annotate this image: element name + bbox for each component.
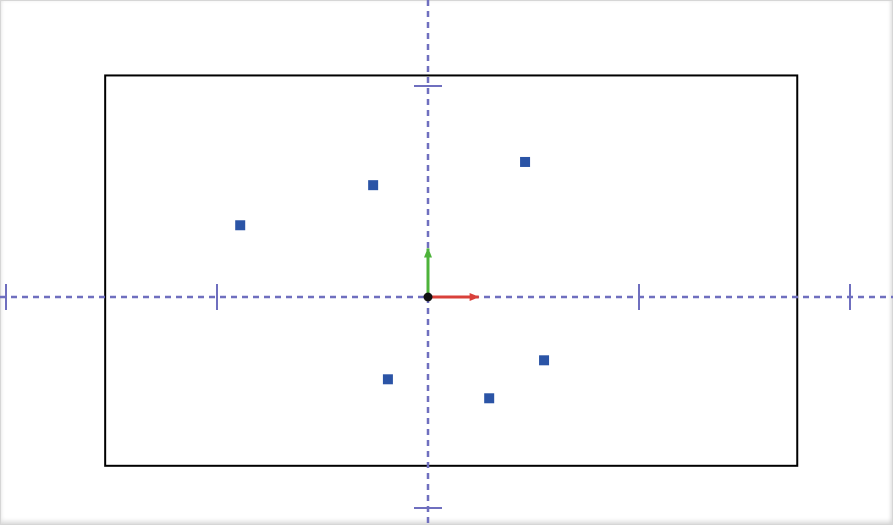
data-points [235,156,550,404]
data-point[interactable] [382,374,393,385]
axis-ticks [5,85,851,509]
origin-point[interactable] [423,292,433,302]
data-point[interactable] [520,156,531,167]
bounding-rectangle[interactable] [104,74,799,467]
data-point[interactable] [484,393,495,404]
data-point[interactable] [368,180,379,191]
data-point[interactable] [235,220,246,231]
data-point[interactable] [539,355,550,366]
